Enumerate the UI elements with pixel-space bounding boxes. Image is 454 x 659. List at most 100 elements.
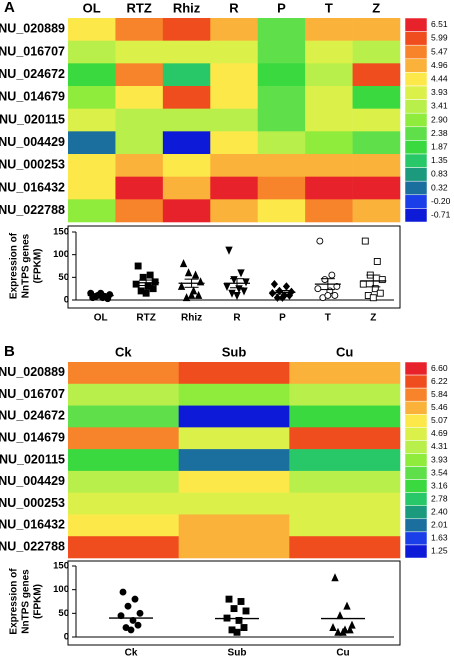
row-label: NNU_020115 — [0, 452, 65, 466]
heatmap-cell — [162, 86, 211, 109]
colorbar-label: 3.54 — [431, 467, 448, 477]
colorbar-box — [404, 544, 428, 559]
point — [369, 294, 377, 302]
colorbar-box — [404, 479, 428, 493]
colorbar-label: 2.38 — [431, 128, 448, 138]
colorbar-label: 1.25 — [431, 546, 448, 556]
colorbar-box — [404, 387, 428, 402]
heatmap-cell — [178, 492, 290, 515]
colorbar-box — [404, 17, 428, 32]
point — [228, 289, 236, 298]
column-label: R — [229, 0, 239, 15]
heatmap-cell — [178, 514, 290, 537]
colorbar-box — [404, 58, 428, 73]
heatmap-cell — [68, 199, 116, 223]
x-tick-label: OL — [94, 313, 108, 324]
colorbar-box — [404, 414, 428, 428]
colorbar-box — [404, 180, 428, 196]
row-label: NNU_016707 — [0, 44, 65, 58]
colorbar-label: 1.63 — [431, 533, 448, 543]
heatmap-cell — [352, 40, 401, 64]
point — [278, 293, 287, 302]
column-label: Cu — [336, 344, 353, 359]
heatmap-cell — [210, 108, 259, 132]
point — [334, 627, 342, 636]
heatmap-cell — [68, 492, 179, 515]
heatmap-cell — [115, 18, 164, 41]
heatmap-cell — [257, 18, 306, 41]
heatmap-cell — [210, 86, 259, 109]
point — [127, 626, 135, 634]
y-axis-label: Expression of — [9, 232, 20, 299]
point — [225, 595, 233, 603]
colorbar-box — [404, 167, 428, 182]
heatmap-cell — [162, 40, 211, 64]
heatmap-cell — [210, 18, 259, 41]
colorbar-box — [404, 400, 428, 415]
heatmap-cell — [68, 536, 179, 559]
colorbar-box — [404, 427, 428, 441]
column-label: Z — [372, 0, 380, 15]
point — [378, 276, 386, 284]
colorbar-label: 3.93 — [431, 454, 448, 464]
colorbar-label: 4.69 — [431, 428, 448, 438]
row-label: NNU_022788 — [0, 203, 65, 217]
point — [194, 290, 203, 299]
x-tick-label: Rhiz — [181, 313, 202, 324]
point — [230, 605, 238, 613]
colorbar-label: 2.01 — [431, 520, 448, 530]
colorbar-label: 2.90 — [431, 114, 448, 124]
colorbar-label: 3.41 — [431, 101, 448, 111]
x-tick-label: Z — [370, 313, 376, 324]
heatmap-cell — [115, 176, 164, 200]
heatmap-cell — [210, 131, 259, 155]
heatmap-cell — [352, 63, 401, 87]
row-label: NNU_004429 — [0, 135, 65, 149]
point — [237, 598, 245, 605]
heatmap-cell — [257, 40, 306, 64]
heatmap-cell — [162, 176, 211, 200]
heatmap-cell — [178, 427, 290, 450]
colorbar-label: 3.16 — [431, 480, 448, 490]
column-label: Sub — [222, 344, 247, 359]
heatmap-cell — [289, 536, 401, 559]
colorbar-box — [404, 518, 428, 533]
x-tick-label: Ck — [125, 648, 138, 659]
row-label: NNU_004429 — [0, 474, 65, 488]
point — [268, 289, 277, 298]
point — [373, 258, 381, 265]
colorbar-box — [404, 85, 428, 100]
heatmap-cell — [68, 470, 179, 493]
colorbar-label: 1.87 — [431, 141, 448, 151]
heatmap-cell — [162, 154, 211, 177]
point — [361, 237, 369, 245]
point — [182, 293, 191, 302]
y-axis-label: NnTPS genes — [21, 569, 32, 634]
point — [151, 278, 159, 286]
point — [339, 627, 347, 636]
heatmap-cell — [257, 154, 306, 177]
row-label: NNU_020115 — [0, 112, 65, 126]
heatmap-cell — [305, 176, 353, 200]
point — [314, 285, 322, 293]
heatmap-cell — [257, 131, 306, 155]
heatmap-cell — [178, 405, 290, 428]
heatmap-cell — [68, 449, 179, 472]
row-label: NNU_014679 — [0, 90, 65, 104]
row-label: NNU_000253 — [0, 496, 65, 510]
x-tick-label: Cu — [336, 648, 349, 659]
point — [235, 616, 243, 624]
heatmap-cell — [68, 405, 179, 428]
point — [331, 292, 339, 299]
colorbar-label: 5.46 — [431, 402, 448, 412]
y-tick-label: 100 — [53, 249, 69, 260]
point — [346, 625, 354, 634]
colorbar-label: 1.35 — [431, 155, 448, 165]
point — [184, 268, 193, 277]
heatmap-cell — [305, 40, 353, 64]
column-label: T — [325, 0, 333, 15]
colorbar-label: 5.84 — [431, 389, 448, 399]
error-bar — [93, 294, 108, 297]
heatmap-cell — [68, 63, 116, 87]
